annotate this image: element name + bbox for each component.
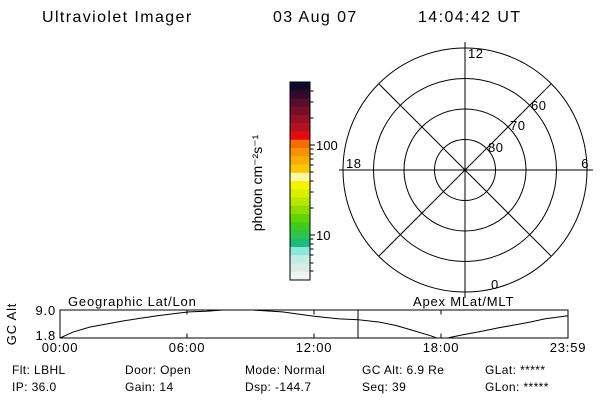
mlt-label-6: 6 bbox=[581, 156, 589, 171]
status-glon: GLon: ***** bbox=[485, 380, 549, 394]
status-door: Door: Open bbox=[125, 363, 191, 377]
mlat-label-70: 70 bbox=[510, 118, 525, 133]
status-flt-label: Flt: bbox=[12, 363, 31, 377]
status-gcalt-label: GC Alt: bbox=[362, 363, 403, 377]
status-gain: Gain: 14 bbox=[125, 380, 174, 394]
mlat-label-80: 80 bbox=[488, 140, 503, 155]
colorbar-tick-label-100: 100 bbox=[316, 138, 338, 153]
observation-date: 03 Aug 07 bbox=[273, 9, 358, 26]
status-flt: Flt: LBHL bbox=[12, 363, 66, 377]
altitude-curve bbox=[59, 309, 569, 339]
status-mode-value: Normal bbox=[284, 363, 326, 377]
status-dsp-value: -144.7 bbox=[275, 380, 312, 394]
polar-grid: 12 18 6 0 60 70 80 bbox=[339, 42, 593, 298]
status-seq-value: 39 bbox=[392, 380, 407, 394]
status-door-label: Door: bbox=[125, 363, 157, 377]
mlt-label-0: 0 bbox=[491, 277, 499, 292]
status-glon-value: ***** bbox=[523, 380, 549, 394]
x-tick-label-0000: 00:00 bbox=[42, 340, 79, 355]
colorbar-gradient bbox=[290, 82, 310, 281]
colorbar-ticks bbox=[310, 90, 315, 272]
status-gain-label: Gain: bbox=[125, 380, 156, 394]
timeline-right-title: Apex MLat/MLT bbox=[413, 294, 514, 309]
x-tick-label-1200: 12:00 bbox=[296, 340, 333, 355]
status-gcalt-value: 6.9 Re bbox=[406, 363, 445, 377]
status-ip: IP: 36.0 bbox=[12, 380, 57, 394]
status-mode-label: Mode: bbox=[245, 363, 281, 377]
instrument-title: Ultraviolet Imager bbox=[42, 9, 193, 26]
x-tick-label-1800: 18:00 bbox=[423, 340, 460, 355]
timeline-axis-ticks bbox=[186, 310, 442, 338]
status-mode: Mode: Normal bbox=[245, 363, 325, 377]
status-door-value: Open bbox=[160, 363, 192, 377]
colorbar-tick-label-10: 10 bbox=[316, 228, 330, 243]
spoke-diagonal-sw-ne bbox=[378, 83, 552, 257]
x-tick-label-2359: 23:59 bbox=[550, 340, 587, 355]
status-ip-value: 36.0 bbox=[31, 380, 57, 394]
status-dsp: Dsp: -144.7 bbox=[245, 380, 311, 394]
colorbar: 100 10 photon cm⁻²s⁻¹ bbox=[249, 81, 338, 281]
timeline-left-title: Geographic Lat/Lon bbox=[68, 294, 197, 309]
status-gain-value: 14 bbox=[159, 380, 174, 394]
colorbar-units-label: photon cm⁻²s⁻¹ bbox=[249, 134, 265, 231]
status-seq-label: Seq: bbox=[362, 380, 389, 394]
status-ip-label: IP: bbox=[12, 380, 28, 394]
mlat-label-60: 60 bbox=[531, 98, 546, 113]
y-tick-label-1-8: 1.8 bbox=[36, 328, 56, 343]
status-glon-label: GLon: bbox=[485, 380, 520, 394]
orbit-timeline: Geographic Lat/Lon Apex MLat/MLT 9.0 1.8… bbox=[4, 294, 587, 355]
y-tick-label-9: 9.0 bbox=[36, 303, 56, 318]
status-glat-value: ***** bbox=[520, 363, 546, 377]
mlt-label-18: 18 bbox=[346, 156, 361, 171]
x-tick-label-0600: 06:00 bbox=[169, 340, 206, 355]
status-flt-value: LBHL bbox=[34, 363, 66, 377]
status-glat-label: GLat: bbox=[485, 363, 517, 377]
y-axis-label: GC Alt bbox=[4, 303, 19, 345]
status-dsp-label: Dsp: bbox=[245, 380, 272, 394]
mlt-label-12: 12 bbox=[468, 46, 483, 61]
status-gcalt: GC Alt: 6.9 Re bbox=[362, 363, 444, 377]
status-seq: Seq: 39 bbox=[362, 380, 406, 394]
observation-time: 14:04:42 UT bbox=[418, 9, 522, 26]
status-glat: GLat: ***** bbox=[485, 363, 545, 377]
